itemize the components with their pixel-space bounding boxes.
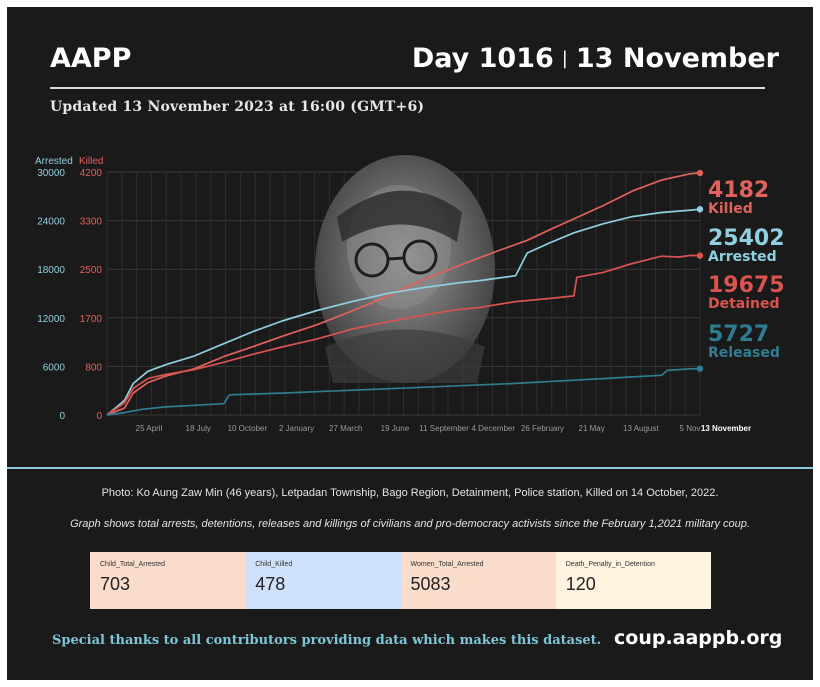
y-tick-right: 0 — [96, 411, 102, 422]
x-tick-label: 18 July — [186, 424, 211, 433]
website-link[interactable]: coup.aappb.org — [614, 627, 783, 649]
stat-label: Child_Total_Arrested — [100, 561, 165, 568]
photo-caption: Photo: Ko Aung Zaw Min (46 years), Letpa… — [101, 487, 719, 499]
y-tick-left: 18000 — [37, 265, 65, 276]
y-tick-left: 0 — [59, 411, 65, 422]
end-label-name: Detained — [708, 296, 780, 312]
x-tick-label: 21 May — [579, 424, 605, 433]
series-end-point-arrested — [696, 206, 704, 213]
series-end-point-detained — [696, 252, 704, 259]
separator-icon: | — [561, 48, 568, 69]
stat-child-total-arrested: Child_Total_Arrested 703 — [90, 552, 246, 609]
chart-series — [106, 169, 704, 416]
day-counter: Day 1016 | 13 November — [412, 43, 779, 74]
stat-value: 5083 — [410, 574, 451, 594]
series-line-detained — [106, 254, 701, 416]
stat-label: Women_Total_Arrested — [410, 561, 484, 568]
stat-label: Death_Penalty_in_Detention — [565, 561, 655, 568]
x-tick-label: 25 April — [136, 424, 163, 433]
x-tick-label: 13 November — [701, 424, 751, 433]
cumulative-line-chart: 0 0 6000 800 12000 1700 18000 2500 24000 3300 3000… — [35, 155, 785, 433]
thanks-text: Special thanks to all contributors provi… — [52, 633, 602, 648]
series-end-point-released — [696, 365, 704, 372]
y-tick-right: 2500 — [80, 265, 103, 276]
stat-death-penalty: Death_Penalty_in_Detention 120 — [555, 552, 711, 609]
y-tick-left: 30000 — [37, 168, 65, 179]
graph-note: Graph shows total arrests, detentions, r… — [70, 518, 750, 530]
left-axis-title: Arrested — [35, 156, 73, 167]
x-tick-label: 27 March — [329, 424, 362, 433]
end-label-value: 5727 — [708, 322, 769, 347]
series-end-point-killed — [696, 169, 704, 177]
updated-timestamp: Updated 13 November 2023 at 16:00 (GMT+6… — [50, 99, 425, 115]
chart-axes: 0 0 6000 800 12000 1700 18000 2500 24000 3300 3000… — [35, 156, 751, 433]
end-label-name: Released — [708, 345, 780, 361]
stat-label: Child_Killed — [255, 561, 293, 568]
end-label-name: Killed — [708, 201, 753, 217]
x-tick-label: 5 Nov — [680, 424, 701, 433]
infographic-card: AAPP Day 1016 | 13 November Updated 13 Nov… — [7, 7, 813, 680]
x-tick-label: 11 September — [419, 424, 469, 433]
stat-value: 703 — [100, 574, 131, 594]
day-date: 13 November — [575, 43, 779, 74]
x-tick-label: 13 August — [623, 424, 659, 433]
org-name: AAPP — [50, 43, 132, 74]
header-divider — [50, 87, 765, 89]
day-number: Day 1016 — [411, 43, 554, 74]
x-tick-label: 26 February — [521, 424, 564, 433]
portrait-photo — [315, 155, 495, 383]
y-tick-right: 1700 — [80, 314, 103, 325]
x-tick-label: 2 January — [279, 424, 314, 433]
y-tick-right: 3300 — [80, 217, 103, 228]
x-tick-label: 4 December — [471, 424, 515, 433]
y-tick-left: 12000 — [37, 314, 65, 325]
y-tick-right: 4200 — [80, 168, 103, 179]
stat-value: 478 — [255, 574, 286, 594]
stats-row: Child_Total_Arrested 703 Child_Killed 47… — [90, 552, 711, 609]
right-axis-title: Killed — [79, 156, 103, 167]
y-tick-left: 6000 — [43, 362, 66, 373]
end-label-value: 4182 — [708, 178, 769, 203]
y-tick-right: 800 — [85, 362, 102, 373]
end-label-value: 19675 — [708, 273, 785, 298]
end-label-name: Arrested — [708, 249, 777, 265]
stat-value: 120 — [565, 574, 596, 594]
series-line-killed — [106, 172, 701, 416]
series-line-arrested — [106, 208, 701, 416]
stat-women-total-arrested: Women_Total_Arrested 5083 — [400, 552, 556, 609]
end-label-value: 25402 — [708, 226, 785, 251]
stat-child-killed: Child_Killed 478 — [245, 552, 401, 609]
x-tick-label: 19 June — [381, 424, 410, 433]
y-tick-left: 24000 — [37, 217, 65, 228]
series-line-released — [106, 367, 701, 416]
x-tick-label: 10 October — [228, 424, 268, 433]
section-divider — [7, 467, 813, 469]
